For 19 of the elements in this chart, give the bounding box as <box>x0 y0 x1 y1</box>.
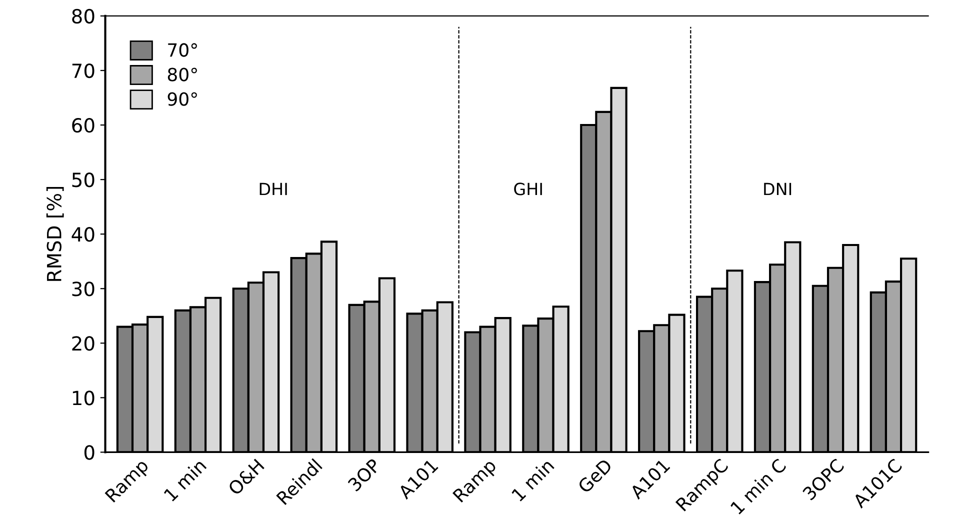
y-tick-label: 0 <box>84 445 94 460</box>
y-tick-label: 50 <box>72 172 94 188</box>
y-tick-label: 40 <box>72 227 94 242</box>
annotation: GHI <box>514 182 542 196</box>
x-tick-label: 1 min <box>510 458 554 502</box>
y-axis-title: RMSD [%] <box>46 187 64 281</box>
y-tick-label: 10 <box>72 390 94 406</box>
annotation: DNI <box>764 182 792 196</box>
legend-label: 70° <box>168 43 197 57</box>
legend-label: 90° <box>168 92 197 106</box>
y-tick-label: 70 <box>72 63 94 78</box>
y-tick-label: 30 <box>72 282 94 296</box>
y-tick-label: 20 <box>72 336 94 351</box>
x-tick-label: 1 min C <box>730 458 787 515</box>
y-tick-label: 80 <box>72 8 94 24</box>
legend-label: 80° <box>168 68 197 82</box>
x-tick-label: 1 min <box>163 458 207 502</box>
annotation: DHI <box>260 182 287 196</box>
y-tick-label: 60 <box>72 118 94 133</box>
